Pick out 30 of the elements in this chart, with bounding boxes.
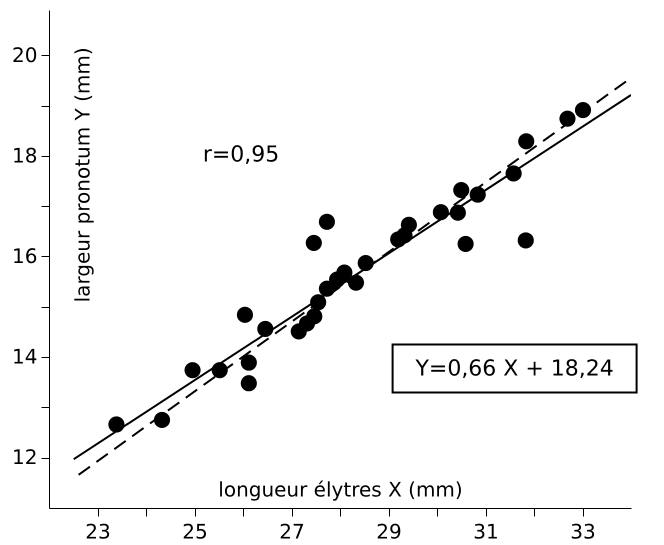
annotation: Y=0,66 X + 18,24: [414, 356, 614, 382]
y-tick-label: 14: [12, 344, 38, 369]
point: [306, 308, 322, 324]
point: [236, 306, 253, 323]
point: [240, 375, 257, 392]
annotation: r=0,95: [202, 142, 280, 168]
x-tick-label: 29: [376, 520, 402, 544]
y-tick-label: 16: [12, 244, 38, 268]
x-tick-label: 31: [473, 520, 499, 544]
point: [306, 234, 322, 251]
y-axis-title: largeur pronotum Y (mm): [70, 47, 94, 302]
y-tick-label: 20: [12, 42, 38, 67]
point: [184, 362, 201, 378]
point: [240, 354, 257, 371]
y-tick-label: 18: [12, 143, 38, 168]
x-tick-label: 27: [279, 520, 305, 544]
x-tick-label: 25: [182, 520, 208, 544]
y-tick-label: 12: [12, 445, 38, 470]
x-axis-title: longueur élytres X (mm): [218, 478, 463, 502]
point: [559, 110, 576, 127]
point: [154, 412, 170, 428]
point: [458, 236, 474, 252]
point: [518, 232, 534, 248]
point: [318, 214, 335, 230]
point: [400, 216, 417, 233]
point: [518, 133, 534, 150]
point: [453, 182, 470, 198]
x-tick-label: 23: [85, 520, 111, 544]
x-tick-label: 33: [570, 520, 596, 544]
point: [336, 264, 352, 281]
